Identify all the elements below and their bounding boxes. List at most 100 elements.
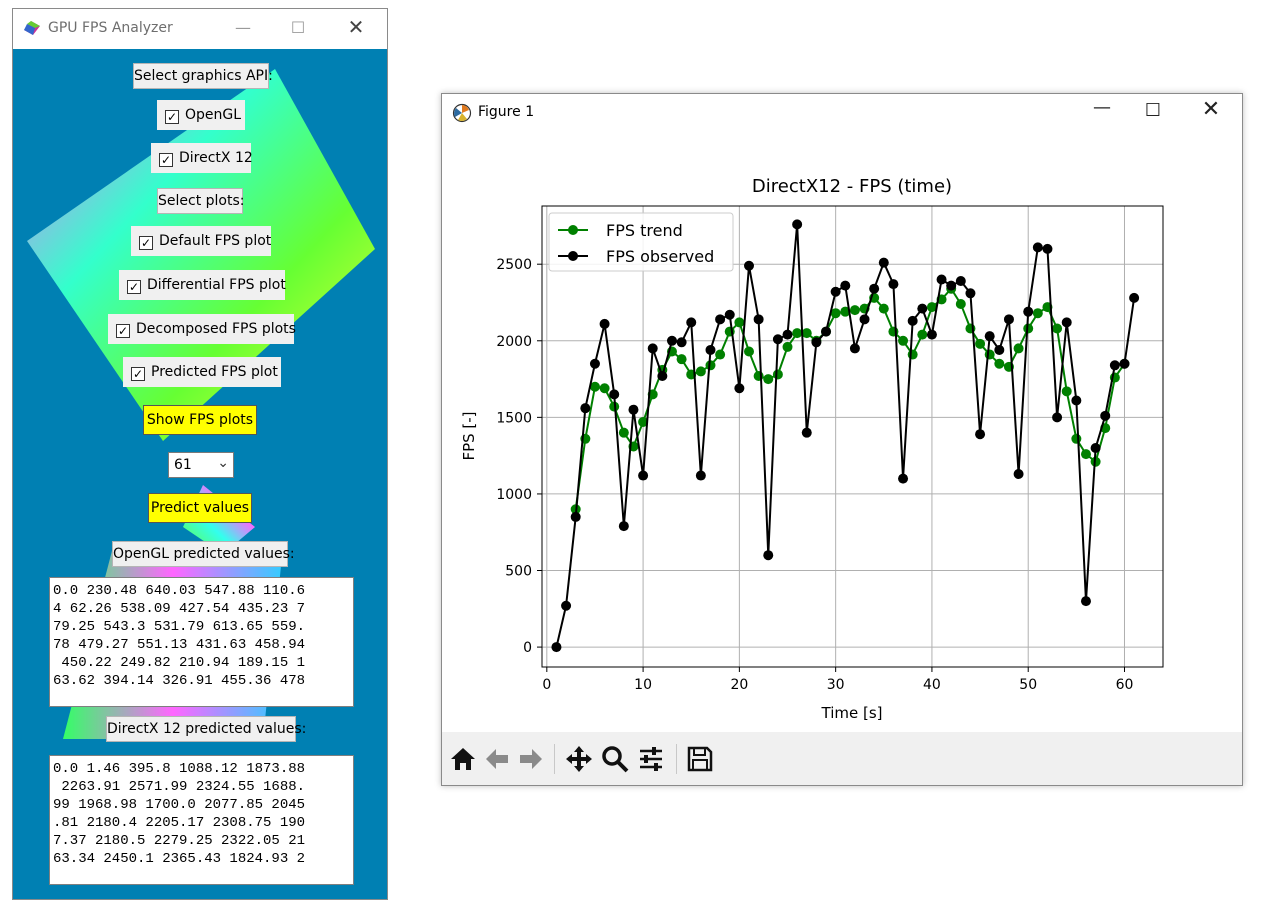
zoom-icon[interactable] (600, 744, 630, 774)
data-point (1061, 386, 1072, 397)
data-point (695, 366, 706, 377)
checkbox-label: Differential FPS plot (147, 277, 286, 293)
data-point (609, 389, 620, 400)
minimize-button[interactable]: — (1093, 97, 1111, 118)
opengl-checkbox[interactable]: ✓ OpenGL (157, 100, 245, 130)
data-point (849, 305, 860, 316)
checkbox-label: Predicted FPS plot (151, 364, 278, 380)
data-point (1052, 323, 1063, 334)
data-point (676, 337, 687, 348)
ticks: 0 10 20 30 40 50 60 0 500 1000 1500 2000 2500 (496, 257, 1133, 693)
data-point (975, 338, 986, 349)
legend-swatch-marker (568, 225, 578, 235)
data-point (772, 369, 783, 380)
fps-chart[interactable]: DirectX12 - FPS (time) Time [s] FPS [-] … (442, 132, 1242, 732)
data-point (1013, 469, 1024, 480)
data-point (859, 314, 870, 325)
y-tick-label: 1500 (496, 410, 532, 426)
legend-entry: FPS observed (606, 247, 714, 266)
show-fps-plots-button[interactable]: Show FPS plots (143, 405, 257, 435)
seconds-combobox[interactable]: 61 ⌄ (168, 452, 234, 478)
back-arrow-icon[interactable] (482, 744, 512, 774)
tk-feather-icon (23, 20, 41, 40)
data-point (715, 314, 726, 325)
data-point (580, 403, 591, 414)
y-tick-label: 2500 (496, 257, 532, 273)
data-point (753, 314, 764, 325)
toolbar-separator (676, 744, 677, 774)
data-point (695, 470, 706, 481)
differential-fps-plot-checkbox[interactable]: ✓ Differential FPS plot (119, 270, 286, 300)
checkbox-label: Decomposed FPS plots (136, 321, 296, 337)
data-point (946, 280, 957, 291)
combobox-value: 61 (174, 457, 192, 473)
forward-arrow-icon[interactable] (516, 744, 546, 774)
data-point (705, 344, 716, 355)
x-tick-label: 0 (542, 677, 551, 693)
default-fps-plot-checkbox[interactable]: ✓ Default FPS plot (131, 226, 271, 256)
directx12-checkbox[interactable]: ✓ DirectX 12 (151, 143, 253, 173)
data-point (1090, 442, 1101, 453)
toolbar-separator (554, 744, 555, 774)
chevron-down-icon[interactable]: ⌄ (217, 455, 229, 471)
data-point (1023, 306, 1034, 317)
configure-icon[interactable] (636, 744, 666, 774)
data-point (984, 331, 995, 342)
left-window-title: GPU FPS Analyzer (48, 20, 173, 36)
x-tick-label: 10 (634, 677, 652, 693)
data-point (647, 343, 658, 354)
maximize-button[interactable]: ☐ (290, 18, 306, 37)
data-point (801, 328, 812, 339)
figure-titlebar: Figure 1 — ☐ ✕ (442, 94, 1242, 132)
maximize-button[interactable]: ☐ (1144, 100, 1162, 121)
data-point (926, 302, 937, 313)
data-point (589, 358, 600, 369)
data-point (763, 550, 774, 561)
opengl-values-textbox[interactable]: 0.0 230.48 640.03 547.88 110.6 4 62.26 5… (49, 577, 354, 707)
data-point (1042, 243, 1053, 254)
data-point (638, 470, 649, 481)
data-point (898, 335, 909, 346)
data-point (1109, 360, 1120, 371)
y-tick-label: 0 (523, 640, 532, 656)
y-tick-label: 1000 (496, 487, 532, 503)
pan-icon[interactable] (564, 744, 594, 774)
data-point (589, 381, 600, 392)
data-point (686, 317, 697, 328)
data-point (734, 383, 745, 394)
data-point (792, 328, 803, 339)
x-tick-label: 40 (923, 677, 941, 693)
close-button[interactable]: ✕ (347, 15, 365, 39)
directx-values-textbox[interactable]: 0.0 1.46 395.8 1088.12 1873.88 2263.91 2… (49, 755, 354, 885)
predict-values-button[interactable]: Predict values (148, 493, 252, 523)
data-point (965, 288, 976, 299)
data-point (1071, 395, 1082, 406)
data-point (878, 303, 889, 314)
data-point (975, 429, 986, 440)
figure-window-title: Figure 1 (478, 104, 535, 120)
data-point (936, 274, 947, 285)
decomposed-fps-plots-checkbox[interactable]: ✓ Decomposed FPS plots (108, 314, 296, 344)
close-button[interactable]: ✕ (1201, 97, 1221, 122)
home-icon[interactable] (448, 744, 478, 774)
grid (542, 206, 1163, 667)
data-point (1061, 317, 1072, 328)
chart-title: DirectX12 - FPS (time) (752, 176, 952, 197)
data-point (1080, 596, 1091, 607)
data-point (744, 346, 754, 357)
opengl-predicted-label: OpenGL predicted values: (112, 541, 295, 567)
data-point (724, 309, 735, 320)
gpu-fps-analyzer-window: GPU FPS Analyzer — ☐ ✕ (12, 8, 388, 900)
data-point (1032, 308, 1043, 319)
data-point (1100, 410, 1111, 421)
save-icon[interactable] (685, 744, 715, 774)
legend-box (548, 212, 734, 272)
data-point (955, 299, 966, 310)
axes-frame (541, 205, 1164, 668)
minimize-button[interactable]: — (235, 18, 251, 37)
predicted-fps-plot-checkbox[interactable]: ✓ Predicted FPS plot (123, 357, 281, 387)
data-point (840, 306, 851, 317)
data-point (1013, 343, 1024, 354)
data-point (830, 308, 841, 319)
plot-area: DirectX12 - FPS (time) Time [s] FPS [-] … (442, 132, 1242, 732)
